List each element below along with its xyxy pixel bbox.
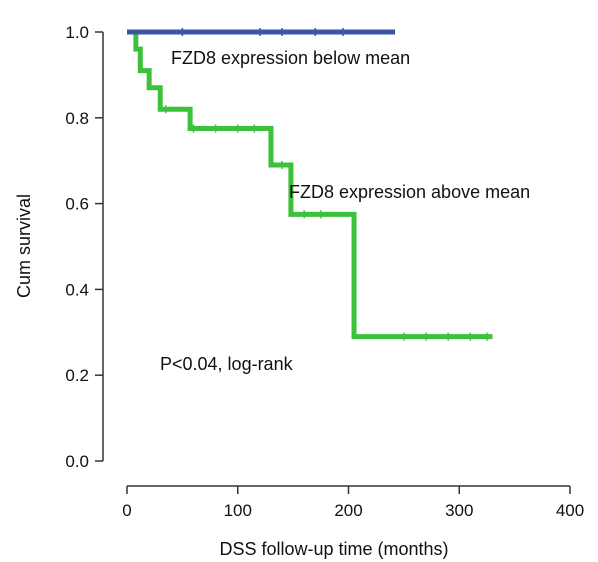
y-tick-label: 0.0 xyxy=(65,452,89,471)
x-ticks: 0 100 200 300 400 xyxy=(122,486,584,520)
y-tick-label: 0.6 xyxy=(65,195,89,214)
series-label-above-mean: FZD8 expression above mean xyxy=(289,182,530,202)
x-tick-label: 100 xyxy=(224,501,252,520)
y-ticks: 0.0 0.2 0.4 0.6 0.8 1.0 xyxy=(65,23,103,471)
x-tick-label: 400 xyxy=(556,501,584,520)
y-tick-label: 0.8 xyxy=(65,109,89,128)
x-tick-label: 0 xyxy=(122,501,131,520)
series-label-below-mean: FZD8 expression below mean xyxy=(171,48,410,68)
y-tick-label: 1.0 xyxy=(65,23,89,42)
p-value-annotation: P<0.04, log-rank xyxy=(160,354,294,374)
y-tick-label: 0.4 xyxy=(65,280,89,299)
x-tick-label: 300 xyxy=(445,501,473,520)
x-tick-label: 200 xyxy=(334,501,362,520)
y-tick-label: 0.2 xyxy=(65,366,89,385)
x-axis-title: DSS follow-up time (months) xyxy=(219,539,448,559)
y-axis-title: Cum survival xyxy=(14,194,34,298)
series-line-above-mean xyxy=(127,29,493,340)
series-layer xyxy=(127,28,493,341)
